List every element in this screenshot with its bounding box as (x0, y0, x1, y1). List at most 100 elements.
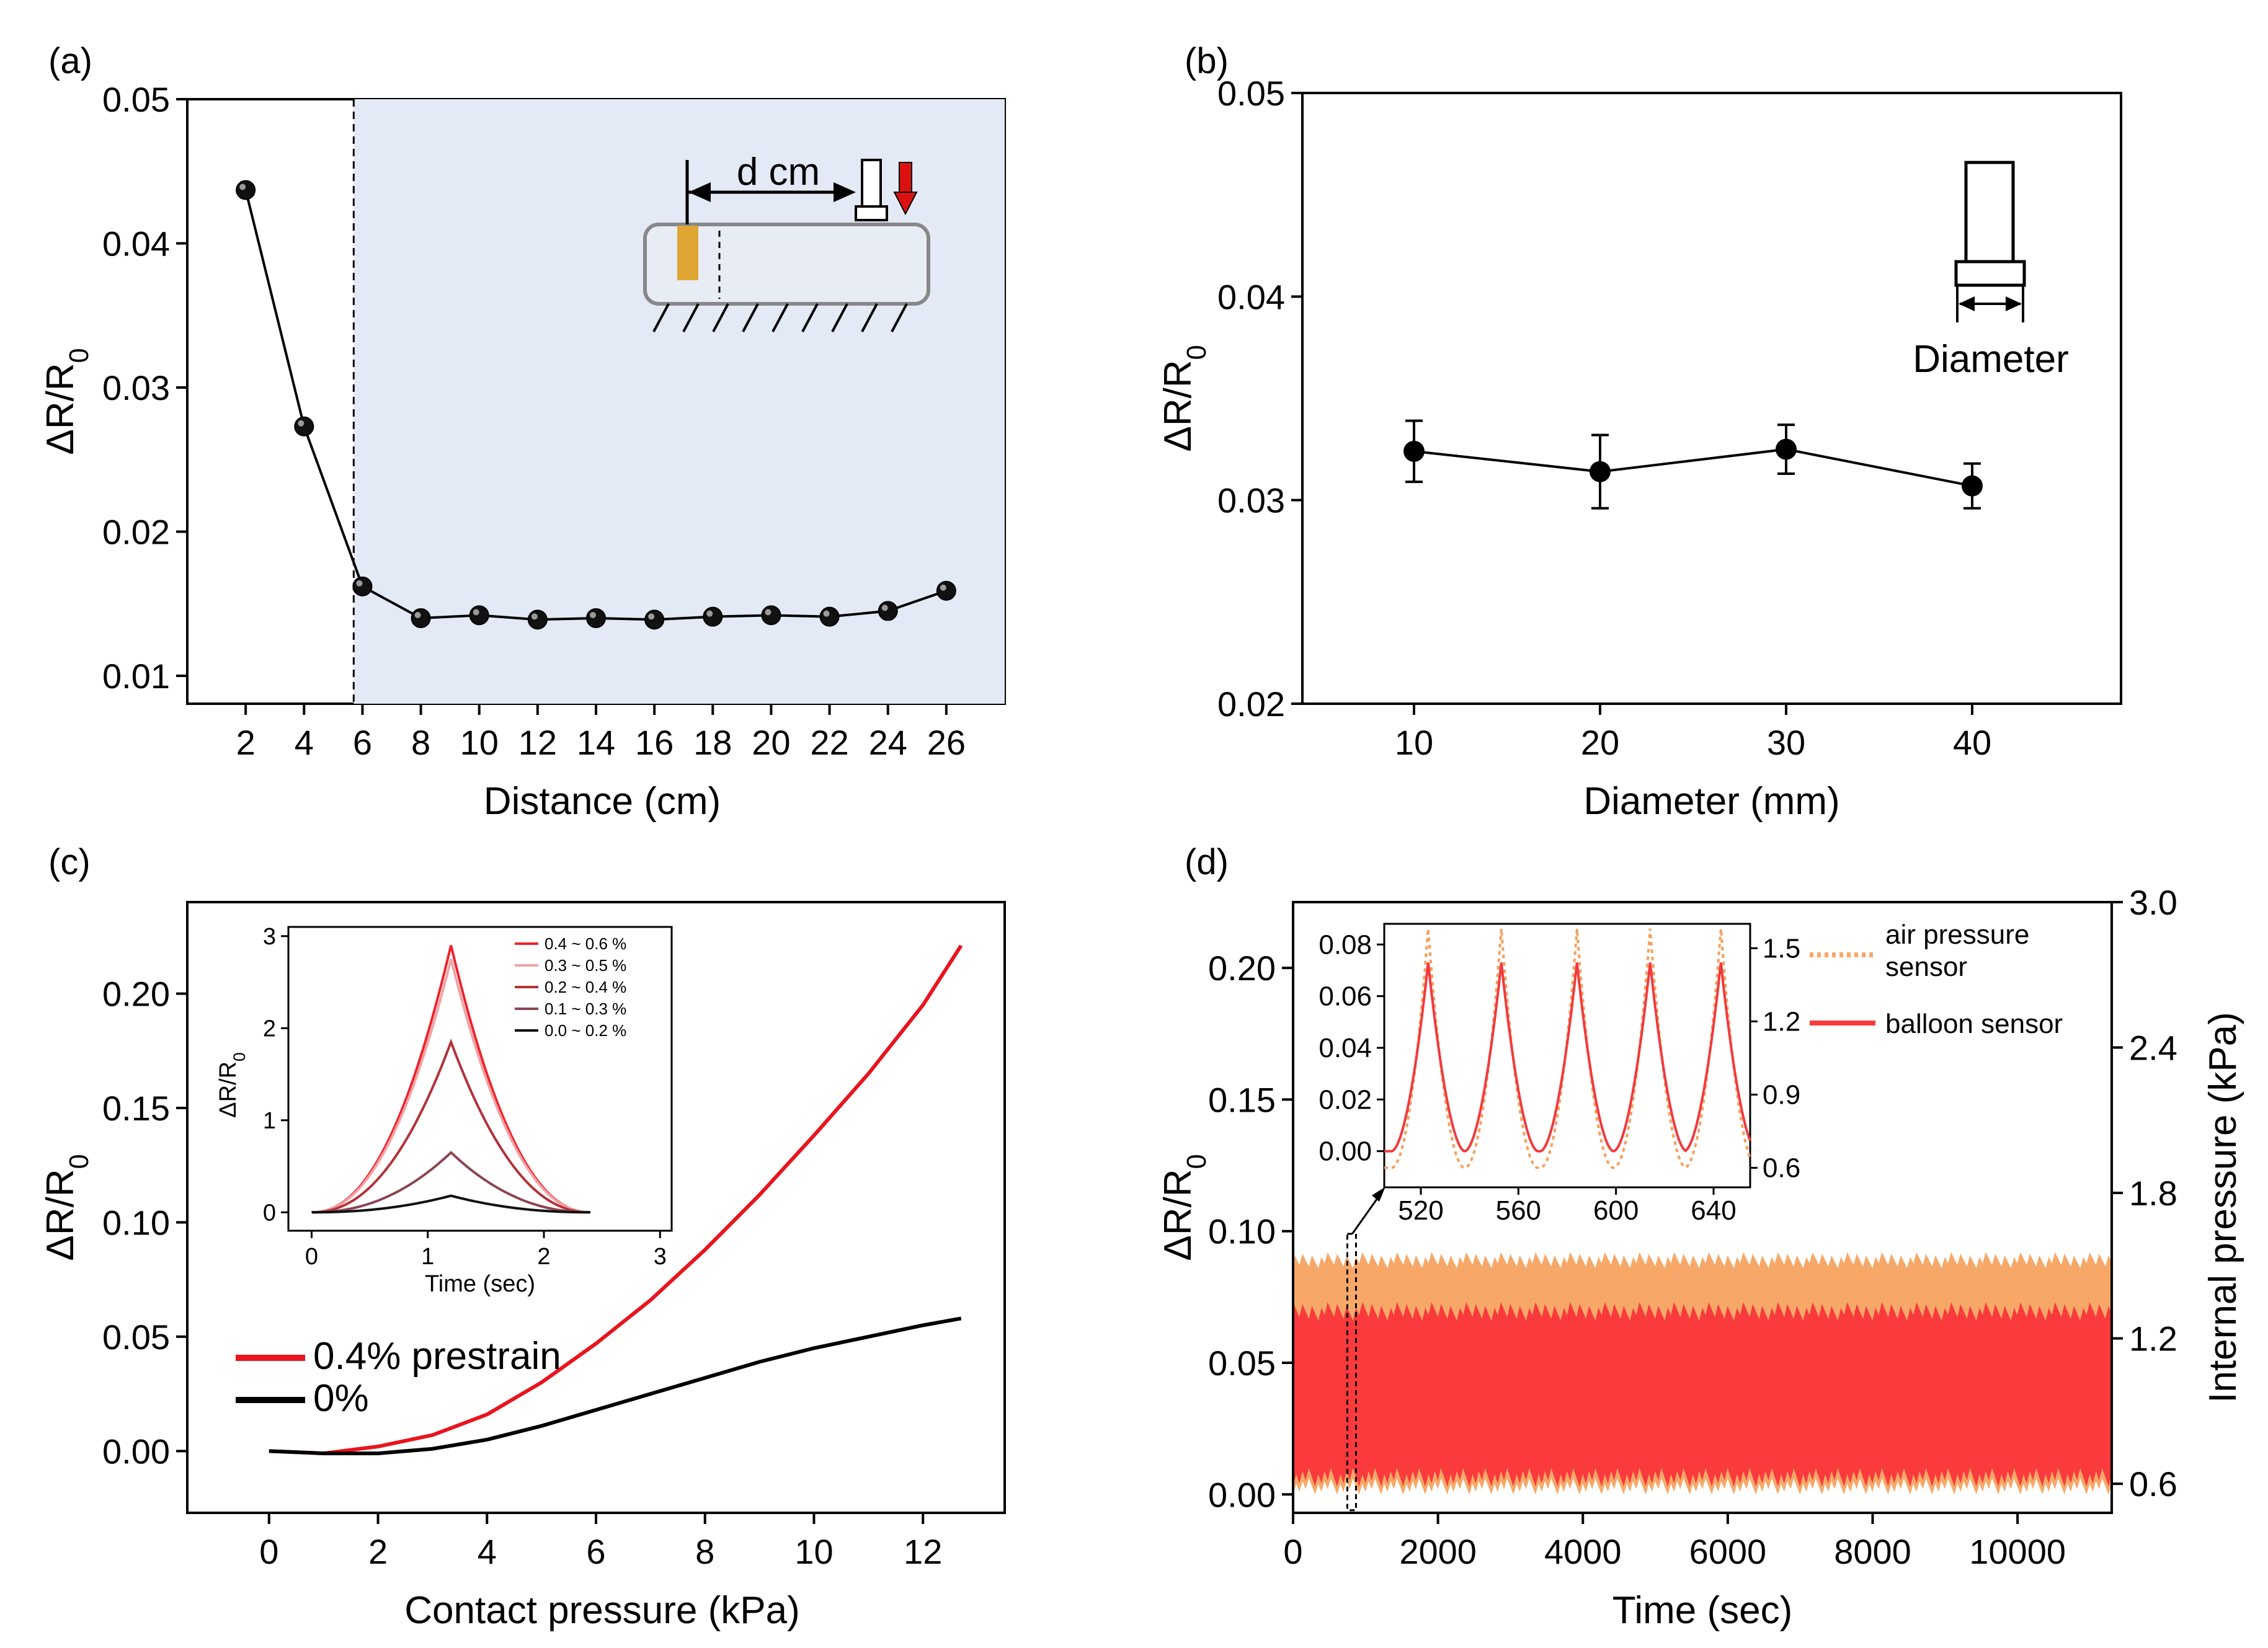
panel-a-hatch-line (682, 303, 700, 332)
panel-d-inset-y-tick-label: 0.08 (1319, 929, 1372, 960)
panel-a-x-tick-label: 4 (295, 723, 314, 762)
panel-d-zoom-marker (1346, 1233, 1357, 1512)
panel-a-x-tick-label: 16 (635, 723, 674, 762)
panel-c-y-tick-label: 0.00 (102, 1432, 170, 1471)
panel-c-series-line (269, 944, 963, 1456)
panel-d-x-tick-label: 2000 (1399, 1532, 1477, 1571)
panel-a-y-tick-label: 0.05 (102, 80, 170, 119)
panel-d-y-axis-label: ΔR/R0 (1157, 1154, 1212, 1260)
panel-a-y-axis-label: ΔR/R0 (39, 348, 94, 454)
panel-d-y-tick-label: 0.20 (1208, 949, 1276, 988)
panel-b-x-tick-label: 20 (1581, 723, 1619, 762)
panel-c-legend-label: 0.4% prestrain (313, 1335, 561, 1378)
panel-a-data-point-highlight (239, 184, 246, 190)
panel-a-x-axis-label: Distance (cm) (484, 780, 721, 823)
panel-a-data-point-highlight (765, 609, 772, 616)
panel-a-data-point-highlight (531, 613, 538, 620)
panel-a-data-point (703, 606, 723, 627)
panel-a-data-point (644, 609, 665, 630)
panel-c-inset-legend-label: 0.3 ~ 0.5 % (545, 956, 626, 975)
panel-a-data-point (936, 580, 956, 601)
panel-c-inset-series-line (311, 1151, 590, 1214)
panel-c-label: (c) (48, 842, 91, 882)
panel-d-legend-air-label: air pressure sensor (1885, 919, 2029, 982)
panel-d-inset-y2-tick-label: 1.5 (1763, 933, 1800, 964)
panel-a-data-point-highlight (706, 610, 713, 617)
panel-c-inset-y-tick-label: 1 (263, 1108, 276, 1134)
panel-d-inset-y-tick-label: 0.00 (1319, 1136, 1372, 1167)
panel-d-inset-x-tick-label: 640 (1691, 1195, 1736, 1226)
panel-b-schematic-head (1954, 260, 2026, 287)
panel-a-x-tick-label: 22 (810, 723, 848, 762)
panel-a-data-point (761, 605, 781, 626)
panel-b-y-tick-label: 0.04 (1217, 277, 1285, 316)
panel-c-x-tick-label: 12 (904, 1532, 942, 1571)
panel-a-data-point-highlight (298, 420, 305, 427)
panel-c-x-tick-label: 8 (695, 1532, 714, 1571)
panel-d-y-tick-label: 0.10 (1208, 1212, 1276, 1251)
panel-d-inset-x-tick-label: 520 (1398, 1195, 1443, 1226)
panel-a-x-tick-label: 10 (460, 723, 499, 762)
panel-c-inset-series-line (311, 1038, 590, 1214)
panel-b-y-axis-label: ΔR/R0 (1157, 345, 1212, 451)
panel-d-y2-tick-label: 1.8 (2129, 1174, 2177, 1213)
panel-d-label: (d) (1185, 842, 1229, 882)
panel-b-plot-frame (1301, 92, 2122, 705)
panel-c-y-tick-label: 0.15 (102, 1089, 170, 1128)
panel-b-schematic-arrow-right (2006, 296, 2022, 311)
panel-d-y2-tick-label: 1.2 (2129, 1319, 2177, 1358)
panel-c-inset-legend-label: 0.2 ~ 0.4 % (545, 978, 626, 996)
panel-a-data-point (586, 608, 606, 628)
panel-c-inset-x-tick-label: 0 (305, 1244, 318, 1270)
panel-a-x-tick-label: 24 (869, 723, 907, 762)
panel-b-x-axis-label: Diameter (mm) (1583, 780, 1839, 823)
panel-a-schematic-indenter (861, 159, 882, 208)
panel-a-hatch-line (891, 303, 908, 332)
panel-c-inset-frame (287, 926, 673, 1232)
panel-b-schematic-arrow-left (1959, 296, 1975, 311)
panel-c-y-tick-label: 0.05 (102, 1318, 170, 1357)
panel-d-y2-tick-label: 2.4 (2129, 1029, 2177, 1068)
panel-a-data-point-highlight (823, 610, 830, 617)
panel-a-data-point (469, 605, 489, 626)
panel-d-y2-tick-label: 3.0 (2129, 883, 2177, 922)
panel-d-legend-balloon-label: balloon sensor (1885, 1009, 2063, 1039)
panel-a-data-point-highlight (473, 609, 479, 616)
panel-c-y-tick-label: 0.10 (102, 1203, 170, 1242)
panel-c: (c) 0 2 4 6 8 10 120.000.050.100.150.20Contact… (39, 842, 1006, 1632)
panel-c-x-tick-label: 4 (478, 1532, 497, 1571)
panel-a-inset-label: d cm (737, 151, 820, 193)
panel-d-y-tick-label: 0.15 (1208, 1080, 1276, 1119)
panel-d-inset-x-tick-label: 600 (1593, 1195, 1639, 1226)
panel-c-inset-y-axis-label: ΔR/R0 (215, 1052, 249, 1118)
panel-d-inset-y-tick-label: 0.06 (1319, 981, 1372, 1012)
panel-d: (d) 0 2000 4000 6000 8000 10000 0.00 0.05 0.10 0.… (1157, 842, 2244, 1632)
panel-c-inset-legend-label: 0.4 ~ 0.6 % (545, 934, 626, 953)
panel-c-inset-y-tick-label: 3 (263, 924, 276, 950)
panel-a-hatch-line (712, 303, 729, 332)
panel-c-inset-y-tick-label: 2 (263, 1016, 276, 1042)
panel-c-series-line (269, 1316, 962, 1456)
panel-a-hatch-line (861, 303, 878, 332)
panel-c-inset-x-tick-label: 2 (537, 1244, 550, 1270)
panel-b-data-point (1403, 440, 1425, 462)
panel-a-data-point (352, 576, 373, 596)
panel-c-inset-series-line (311, 1194, 590, 1214)
panel-c-inset-legend-label: 0.0 ~ 0.2 % (545, 1021, 626, 1040)
panel-a-x-tick-label: 14 (577, 723, 615, 762)
panel-d-x-axis-label: Time (sec) (1612, 1589, 1792, 1632)
panel-c-inset-legend-label: 0.1 ~ 0.3 % (545, 999, 626, 1018)
panel-d-plot-frame (1292, 901, 2113, 1514)
panel-d-x-tick-label: 10000 (1969, 1532, 2066, 1571)
panel-a-x-tick-label: 18 (693, 723, 732, 762)
panel-d-inset-y2-tick-label: 1.2 (1763, 1006, 1800, 1037)
panel-a-data-point-highlight (414, 612, 421, 618)
panel-a-x-tick-label: 2 (236, 723, 256, 762)
panel-a-x-tick-label: 20 (752, 723, 790, 762)
panel-c-inset-x-tick-label: 3 (654, 1244, 667, 1270)
panel-c-x-tick-label: 6 (586, 1532, 605, 1571)
panel-d-zoom-arrowhead (1372, 1187, 1385, 1202)
panel-c-y-tick-label: 0.20 (102, 975, 170, 1014)
panel-a-hatch-line (831, 303, 848, 332)
